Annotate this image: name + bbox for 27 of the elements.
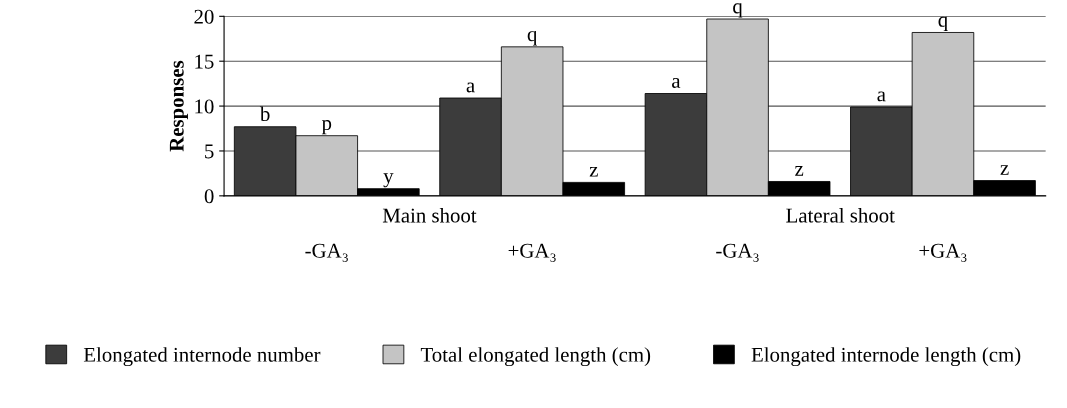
text: Lateral shoot: [786, 207, 895, 223]
x-tick-label: -GA₃: [716, 243, 759, 262]
data-label: z: [589, 166, 598, 177]
legend-label: Total elongated length (cm): [420, 347, 651, 367]
y-tick-label: 20: [194, 9, 214, 24]
y-tick-label: 5: [205, 144, 214, 159]
data-label: a: [672, 77, 681, 88]
y-tick-label: 15: [195, 54, 214, 69]
data-label: q: [527, 30, 537, 46]
y-tick-label: 0: [204, 189, 214, 204]
y-axis-title: Responses: [169, 60, 188, 152]
x-tick-label: -GA₃: [305, 243, 348, 262]
data-label: y: [383, 173, 394, 188]
data-label: z: [795, 166, 804, 176]
y-tick-label: 10: [195, 99, 214, 114]
legend-label: Elongated internode number: [83, 347, 321, 367]
data-label: q: [938, 16, 948, 32]
data-label: a: [877, 91, 886, 102]
data-label: q: [733, 3, 743, 18]
legend-label: Elongated internode length (cm): [751, 347, 1021, 367]
data-label: a: [466, 82, 475, 93]
x-tick-label: +GA₃: [508, 243, 556, 262]
x-tick-label: +GA₃: [919, 243, 967, 262]
data-label: p: [321, 120, 332, 135]
text: Main shoot: [382, 207, 477, 223]
data-label: z: [1000, 165, 1009, 175]
data-label: b: [259, 106, 270, 122]
